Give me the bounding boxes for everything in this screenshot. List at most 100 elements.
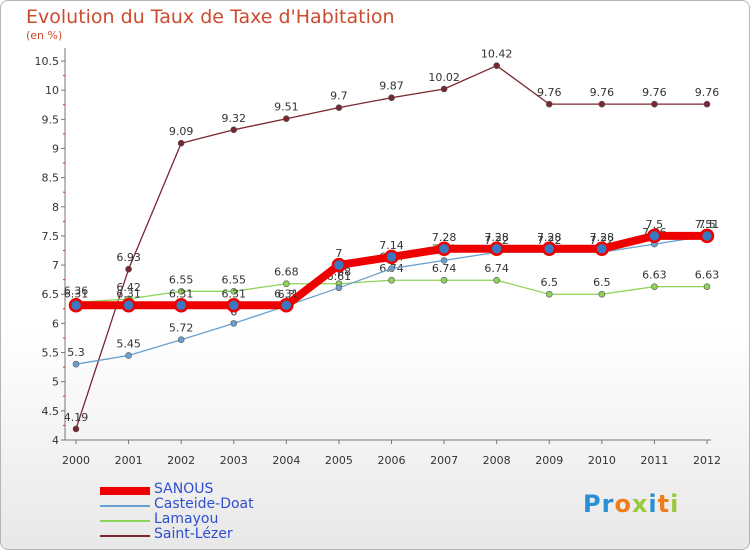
x-tick-label: 2009 xyxy=(535,454,563,467)
y-tick-label: 7 xyxy=(52,259,59,272)
data-point-lamayou xyxy=(283,280,290,288)
data-label-lamayou: 6.55 xyxy=(222,273,247,286)
x-tick-label: 2011 xyxy=(640,454,668,467)
data-point-casteide-doat xyxy=(125,352,132,359)
data-label-saint-l-zer: 9.76 xyxy=(590,86,615,99)
data-point-saint-l-zer xyxy=(545,100,553,108)
data-point-lamayou xyxy=(388,276,395,284)
x-tick-label: 2005 xyxy=(325,454,353,467)
data-label-saint-l-zer: 4.19 xyxy=(64,411,89,424)
x-tick-label: 2002 xyxy=(167,454,195,467)
y-tick-label: 8 xyxy=(52,201,59,214)
data-label-sanous: 7.28 xyxy=(484,231,509,244)
y-tick-label: 5.5 xyxy=(42,347,60,360)
data-label-lamayou: 6.55 xyxy=(169,273,194,286)
y-tick-label: 9.5 xyxy=(42,113,60,126)
data-point-lamayou xyxy=(598,290,606,298)
legend-swatch xyxy=(100,519,150,522)
data-label-casteide-doat: 7.22 xyxy=(537,234,562,247)
data-label-sanous: 6.31 xyxy=(64,287,89,300)
data-point-casteide-doat xyxy=(440,257,448,264)
data-point-lamayou xyxy=(703,283,711,290)
data-point-saint-l-zer xyxy=(598,100,606,108)
logo-letter: o xyxy=(614,490,632,518)
y-tick-label: 10.5 xyxy=(35,55,60,68)
data-point-sanous xyxy=(68,298,84,313)
data-label-lamayou: 6.63 xyxy=(695,269,720,282)
y-tick-label: 7.5 xyxy=(42,230,60,243)
data-label-casteide-doat: 7.22 xyxy=(484,234,509,247)
data-point-saint-l-zer xyxy=(335,104,343,111)
data-label-sanous: 7.28 xyxy=(432,231,457,244)
data-point-sanous xyxy=(489,241,504,257)
logo-letter: x xyxy=(631,490,649,518)
data-point-saint-l-zer xyxy=(493,62,500,69)
data-point-saint-l-zer xyxy=(72,425,80,433)
data-label-lamayou: 6.5 xyxy=(541,276,559,289)
data-point-lamayou xyxy=(493,276,500,284)
data-label-casteide-doat: 7.51 xyxy=(695,218,720,231)
data-label-sanous: 7.28 xyxy=(590,231,615,244)
data-label-sanous: 6.31 xyxy=(222,287,247,300)
y-tick-label: 4.5 xyxy=(42,405,60,418)
data-point-sanous xyxy=(542,241,557,257)
data-point-saint-l-zer xyxy=(388,94,395,102)
data-label-sanous: 7.5 xyxy=(646,218,664,231)
data-point-casteide-doat xyxy=(335,284,343,292)
data-point-sanous xyxy=(436,241,452,257)
data-label-casteide-doat: 5.3 xyxy=(67,346,85,359)
data-point-saint-l-zer xyxy=(651,100,658,108)
y-tick-label: 5 xyxy=(52,376,59,389)
data-point-saint-l-zer xyxy=(283,115,290,123)
proxiti-logo: Proxiti xyxy=(583,490,679,518)
data-point-lamayou xyxy=(545,290,553,298)
x-tick-label: 2008 xyxy=(483,454,511,467)
x-tick-label: 2003 xyxy=(220,454,248,467)
logo-letter: r xyxy=(601,490,615,518)
data-point-sanous xyxy=(279,298,294,313)
data-label-lamayou: 6.63 xyxy=(642,269,667,282)
chart-title: Evolution du Taux de Taxe d'Habitation xyxy=(26,6,395,28)
data-label-saint-l-zer: 9.09 xyxy=(169,125,194,138)
data-label-saint-l-zer: 9.32 xyxy=(222,112,247,125)
legend-swatch xyxy=(100,486,150,495)
logo-letter: t xyxy=(657,490,671,518)
data-point-sanous xyxy=(121,298,136,313)
data-label-saint-l-zer: 9.76 xyxy=(695,86,720,99)
data-label-sanous: 7.5 xyxy=(698,218,716,231)
legend-label: Saint-Lézer xyxy=(154,526,233,542)
logo-letter: i xyxy=(670,490,680,518)
data-point-sanous xyxy=(173,298,189,313)
data-label-sanous: 6.31 xyxy=(274,287,299,300)
data-point-sanous xyxy=(226,298,241,313)
data-point-casteide-doat xyxy=(230,320,238,327)
data-point-casteide-doat xyxy=(388,265,395,272)
x-tick-label: 2004 xyxy=(272,454,300,467)
data-label-sanous: 7.28 xyxy=(537,231,562,244)
data-point-casteide-doat xyxy=(177,336,185,344)
data-label-sanous: 6.31 xyxy=(116,287,141,300)
data-label-lamayou: 6.42 xyxy=(116,281,141,294)
x-tick-label: 2006 xyxy=(378,454,406,467)
data-point-saint-l-zer xyxy=(440,85,448,93)
data-label-saint-l-zer: 9.76 xyxy=(537,86,562,99)
data-label-saint-l-zer: 10.42 xyxy=(481,48,513,61)
data-point-sanous xyxy=(594,241,610,257)
data-label-saint-l-zer: 10.02 xyxy=(428,71,460,84)
y-tick-label: 6 xyxy=(52,317,59,330)
legend-label: SANOUS xyxy=(154,481,214,497)
data-label-saint-l-zer: 9.76 xyxy=(642,86,667,99)
logo-letter: P xyxy=(583,490,602,518)
data-label-saint-l-zer: 6.93 xyxy=(116,251,141,264)
data-point-lamayou xyxy=(230,288,238,295)
data-label-sanous: 6.31 xyxy=(169,287,194,300)
data-point-sanous xyxy=(331,257,347,273)
x-tick-label: 2012 xyxy=(693,454,721,467)
legend-swatch xyxy=(100,504,150,507)
legend-label: Lamayou xyxy=(154,511,219,527)
data-label-saint-l-zer: 9.87 xyxy=(379,80,404,93)
legend-swatch xyxy=(100,534,150,537)
y-tick-label: 9 xyxy=(52,142,59,155)
y-tick-label: 10 xyxy=(45,84,59,97)
